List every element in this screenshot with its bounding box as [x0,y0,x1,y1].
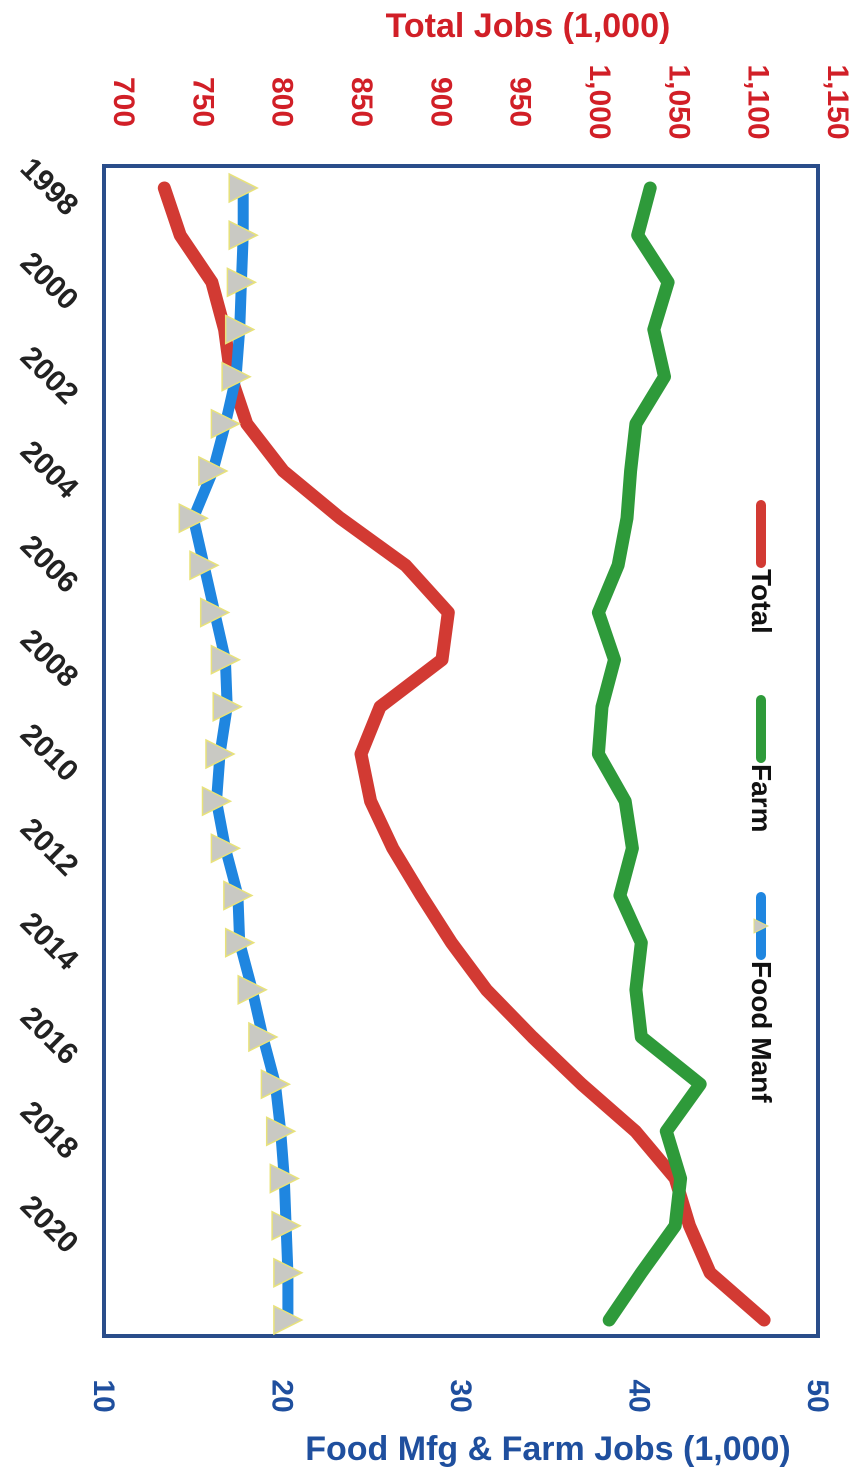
food-manf-point [201,785,233,817]
legend-label-food-manf: Food Manf [746,961,777,1103]
food-manf-point [226,267,258,298]
left-axis-tick: 700 [107,77,140,127]
food-manf-point [205,738,236,770]
food-manf-point [198,455,229,487]
left-axis-tick: 1,000 [583,64,616,139]
food-manf-point [221,361,252,392]
food-manf-point [248,1021,279,1053]
food-manf-point [228,219,259,251]
left-axis-tick: 850 [345,77,378,127]
left-axis-tick: 950 [504,77,537,127]
legend-label-total: Total [746,569,777,634]
food-manf-point [199,597,231,628]
food-manf-point [224,314,256,345]
food-manf-point [273,1257,304,1289]
plot-frame [102,164,820,1338]
left-axis-title: Total Jobs (1,000) [386,7,671,45]
left-axis-tick: 900 [424,77,457,127]
food-manf-point [223,880,254,911]
left-axis-tick: 1,100 [742,64,775,139]
legend-label-farm: Farm [746,764,777,832]
farm-series-line [591,181,707,1327]
food-manf-point [265,1116,297,1147]
food-manf-point [228,172,259,204]
food-manf-point [269,1163,300,1194]
left-axis-tick: 800 [266,77,299,127]
right-axis-ticks: 10 20 30 40 50 [87,1379,834,1412]
left-axis-tick: 750 [186,77,219,127]
food-manf-point [224,927,256,958]
right-axis-title: Food Mfg & Farm Jobs (1,000) [305,1430,791,1468]
food-manf-point [189,550,220,581]
right-axis-tick: 40 [623,1379,656,1412]
left-axis-tick: 1,050 [662,64,695,139]
food-manf-point [212,691,243,723]
series-layer [157,172,771,1336]
food-manf-point [210,833,242,864]
food-manf-point [271,1210,302,1241]
left-axis-ticks: 700 750 800 850 900 950 1,000 1,050 1,100 1,150 [107,64,849,139]
right-axis-tick: 10 [87,1379,120,1412]
food-manf-point [273,1304,304,1336]
left-axis-tick: 1,150 [821,64,849,139]
right-axis-tick: 20 [266,1379,299,1412]
food-manf-point [210,644,242,675]
legend-marker-food-manf [753,918,770,934]
food-manf-point [260,1068,292,1100]
food-manf-point [178,502,209,534]
right-axis-tick: 50 [801,1379,834,1412]
right-axis-tick: 30 [444,1379,477,1412]
food-manf-point [237,974,268,1006]
legend: Total Farm Food Manf [746,500,777,1103]
food-manf-point [210,408,242,440]
